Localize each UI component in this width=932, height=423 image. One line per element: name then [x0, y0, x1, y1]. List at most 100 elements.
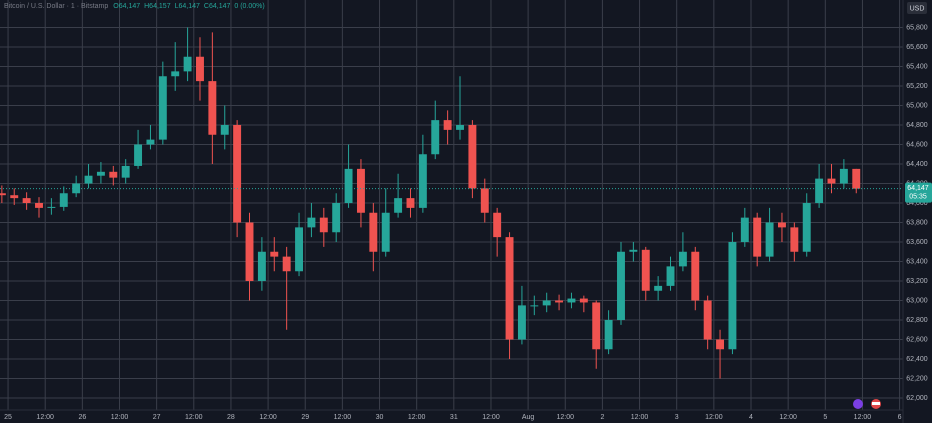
y-tick-label: 63,000 [906, 297, 928, 304]
candle-body [827, 178, 836, 184]
candle-body [604, 320, 613, 350]
x-tick-label: 12:00 [854, 414, 872, 421]
x-tick-label: 12:00 [408, 414, 426, 421]
candle-body [0, 193, 6, 196]
x-tick-label: 25 [4, 414, 12, 421]
candle-body [183, 56, 192, 72]
y-tick-label: 62,600 [906, 336, 928, 343]
candle-body [295, 227, 304, 272]
candle-body [555, 300, 564, 303]
y-tick-label: 65,000 [906, 102, 928, 109]
x-tick-label: 12:00 [111, 414, 129, 421]
y-tick-label: 63,200 [906, 278, 928, 285]
candle-body [22, 198, 31, 204]
chart-title: Bitcoin / U.S. Dollar · 1 · Bitstamp [4, 3, 108, 10]
axes: 62,000 62,200 62,400 62,600 62,800 63,000 63,2… [0, 24, 932, 421]
candle-body [716, 339, 725, 350]
candle-body [196, 56, 204, 82]
x-tick-label: 12:00 [631, 414, 649, 421]
candle-body [35, 203, 43, 208]
y-tick-label: 63,400 [906, 258, 928, 265]
candle-body [121, 165, 130, 178]
x-tick-label: 2 [600, 414, 604, 421]
candle-body [468, 124, 477, 189]
candle-body [307, 217, 316, 228]
candle-body [208, 81, 217, 135]
candle-body [629, 249, 638, 252]
candle-body [740, 217, 749, 243]
candle-body [505, 237, 514, 340]
candle-body [332, 203, 341, 233]
y-tick-label: 62,400 [906, 356, 928, 363]
y-tick-label: 64,800 [906, 122, 928, 129]
candle-body [641, 249, 650, 291]
candle-body [233, 124, 242, 223]
grid [0, 0, 903, 410]
x-tick-label: 3 [675, 414, 679, 421]
icon-detail [872, 402, 880, 405]
candle-body [282, 256, 291, 272]
x-tick-label: 4 [749, 414, 753, 421]
candle-body [418, 154, 427, 208]
x-tick-label: 12:00 [259, 414, 277, 421]
y-tick-label: 62,200 [906, 375, 928, 382]
candle-body [146, 139, 155, 145]
candle-body [728, 242, 737, 350]
candle-body [257, 251, 266, 282]
candle-body [542, 300, 551, 306]
y-tick-label: 65,600 [906, 44, 928, 51]
toolbar-icons [853, 399, 881, 409]
candle-body [765, 222, 774, 257]
y-tick-label: 63,800 [906, 219, 928, 226]
y-tick-label: 62,000 [906, 395, 928, 402]
candle-body [852, 168, 861, 189]
candle-body [666, 266, 675, 286]
last-price-label: 64,147 [907, 185, 929, 192]
currency-label[interactable]: USD [910, 5, 925, 12]
candle-body [678, 251, 687, 267]
ohlc-value: L64,147 [175, 3, 200, 10]
y-tick-label: 63,600 [906, 239, 928, 246]
candle-body [839, 168, 848, 184]
candle-body [47, 206, 56, 208]
x-tick-label: Aug [522, 414, 535, 421]
x-tick-label: 12:00 [185, 414, 203, 421]
candle-body [158, 76, 167, 140]
x-tick-label: 31 [450, 414, 458, 421]
candle-body [270, 251, 279, 257]
y-tick-label: 65,800 [906, 24, 928, 31]
candle-body [567, 298, 576, 303]
candle-body [369, 212, 378, 252]
candle-body [356, 168, 365, 213]
candle-body [109, 171, 118, 178]
x-tick-label: 12:00 [556, 414, 574, 421]
x-tick-label: 28 [227, 414, 235, 421]
y-tick-label: 65,200 [906, 83, 928, 90]
candle-body [59, 193, 68, 207]
ohlc-value: H64,157 [144, 3, 171, 10]
candle-body [171, 71, 180, 77]
currency-button[interactable] [907, 2, 927, 14]
x-tick-label: 12:00 [705, 414, 723, 421]
candle-body [530, 305, 539, 307]
x-tick-label: 12:00 [36, 414, 54, 421]
candle-body [654, 285, 663, 291]
candle-body [703, 300, 712, 340]
x-tick-label: 30 [376, 414, 384, 421]
candle-body [245, 222, 254, 282]
icon[interactable] [853, 399, 863, 409]
candle-body [777, 222, 786, 228]
ohlc-value: 0 (0.00%) [234, 3, 264, 10]
legend: Bitcoin / U.S. Dollar · 1 · Bitstamp O64,… [4, 3, 265, 10]
candle-body [134, 144, 143, 166]
candle-body [431, 120, 440, 155]
candle-body [10, 195, 19, 199]
candle-body [344, 168, 353, 204]
x-tick-label: 5 [823, 414, 827, 421]
candle-body [592, 302, 601, 350]
x-tick-label: 12:00 [482, 414, 500, 421]
candle-body [456, 124, 464, 130]
candle-body [691, 251, 700, 301]
candle-body [381, 212, 390, 252]
candle-body [753, 217, 762, 257]
